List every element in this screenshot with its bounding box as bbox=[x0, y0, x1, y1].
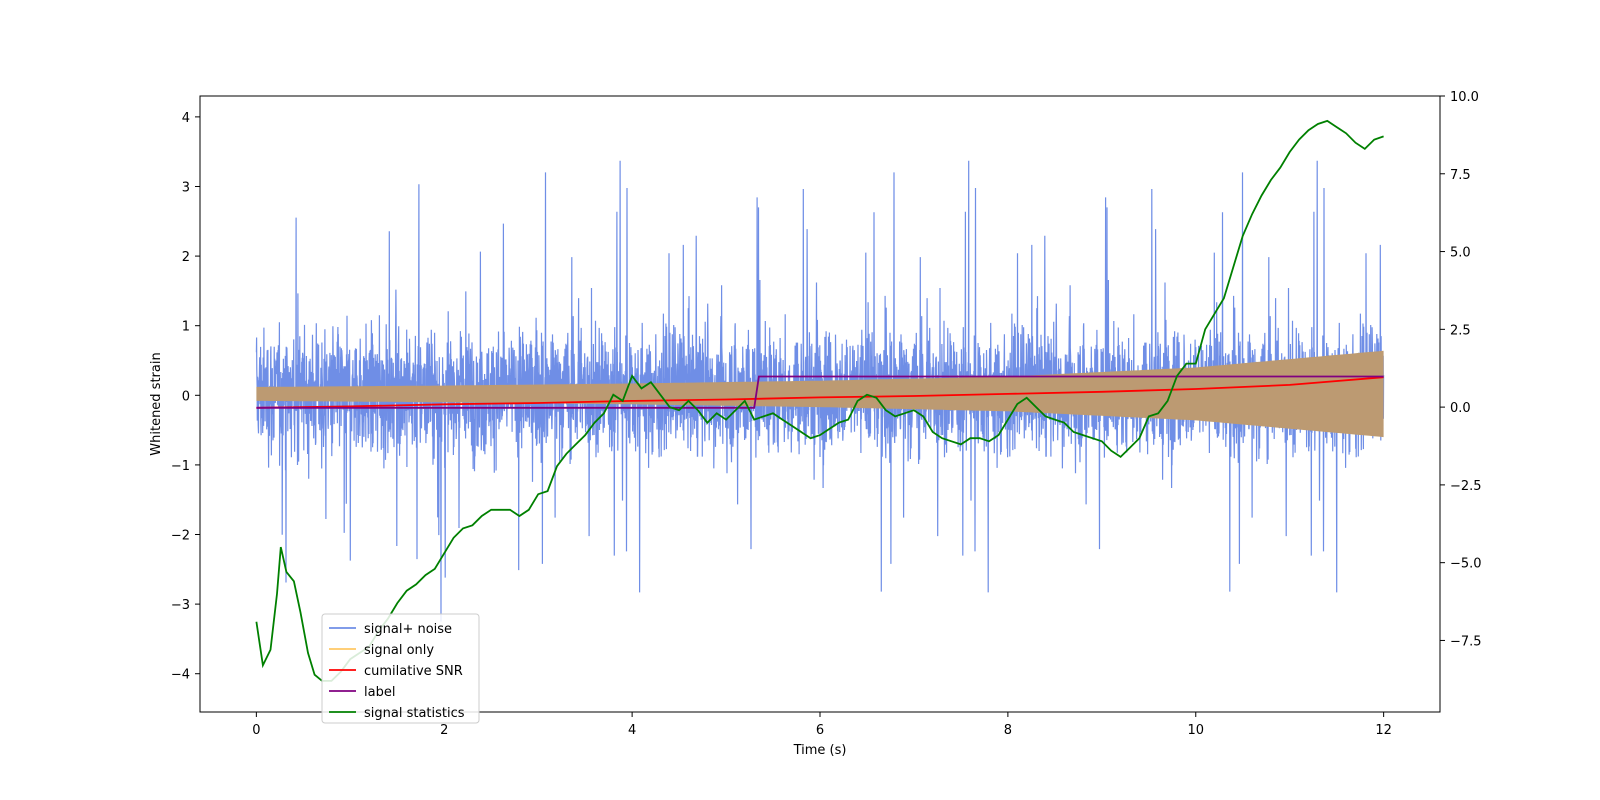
y-left-tick-label: 1 bbox=[182, 320, 190, 335]
legend-item-label: signal+ noise bbox=[364, 622, 452, 637]
y-left-tick-label: −2 bbox=[171, 529, 190, 544]
legend-item-label: signal statistics bbox=[364, 706, 465, 721]
y-left-tick-label: 4 bbox=[182, 111, 190, 126]
y-left-tick-label: 0 bbox=[182, 389, 190, 404]
x-tick-label: 8 bbox=[1004, 723, 1012, 738]
y-axis-title: Whitened strain bbox=[149, 352, 164, 455]
y-left-tick-label: −4 bbox=[171, 668, 190, 683]
legend-item-label: signal only bbox=[364, 643, 434, 658]
legend-item-label: label bbox=[364, 685, 395, 700]
y-axis-left: −4 −3 −2 −1 0 1 2 3 4 bbox=[171, 111, 200, 683]
series-label-line bbox=[256, 375, 1384, 409]
y-left-tick-label: 2 bbox=[182, 250, 190, 265]
x-tick-label: 12 bbox=[1375, 723, 1392, 738]
x-tick-label: 0 bbox=[252, 723, 260, 738]
plot-area bbox=[255, 119, 1385, 682]
series-signal-only-band bbox=[256, 350, 1384, 438]
y-right-tick-label: 7.5 bbox=[1450, 168, 1471, 183]
x-tick-label: 4 bbox=[628, 723, 636, 738]
x-tick-label: 6 bbox=[816, 723, 824, 738]
legend: signal+ noise signal only cumilative SNR la… bbox=[321, 613, 480, 724]
series-signal-statistics-line bbox=[255, 119, 1384, 682]
series-signal-noise-line bbox=[255, 160, 1385, 622]
y-right-tick-label: 2.5 bbox=[1450, 323, 1471, 338]
x-axis-title: Time (s) bbox=[793, 743, 847, 758]
legend-item-label: cumilative SNR bbox=[364, 664, 463, 679]
legend-box bbox=[321, 613, 480, 724]
y-right-tick-label: 0.0 bbox=[1450, 401, 1471, 416]
y-right-tick-label: −7.5 bbox=[1450, 634, 1482, 649]
y-axis-right: −7.5 −5.0 −2.5 0.0 2.5 5.0 7.5 10.0 bbox=[1440, 90, 1482, 649]
y-left-tick-label: −3 bbox=[171, 598, 190, 613]
y-left-tick-label: 3 bbox=[182, 180, 190, 195]
y-right-tick-label: 10.0 bbox=[1450, 90, 1479, 105]
series-cumulative-snr-line bbox=[256, 376, 1384, 409]
y-right-tick-label: −5.0 bbox=[1450, 557, 1482, 572]
x-tick-label: 2 bbox=[440, 723, 448, 738]
y-right-tick-label: −2.5 bbox=[1450, 479, 1482, 494]
y-right-tick-label: 5.0 bbox=[1450, 246, 1471, 261]
x-tick-label: 10 bbox=[1187, 723, 1204, 738]
y-left-tick-label: −1 bbox=[171, 459, 190, 474]
